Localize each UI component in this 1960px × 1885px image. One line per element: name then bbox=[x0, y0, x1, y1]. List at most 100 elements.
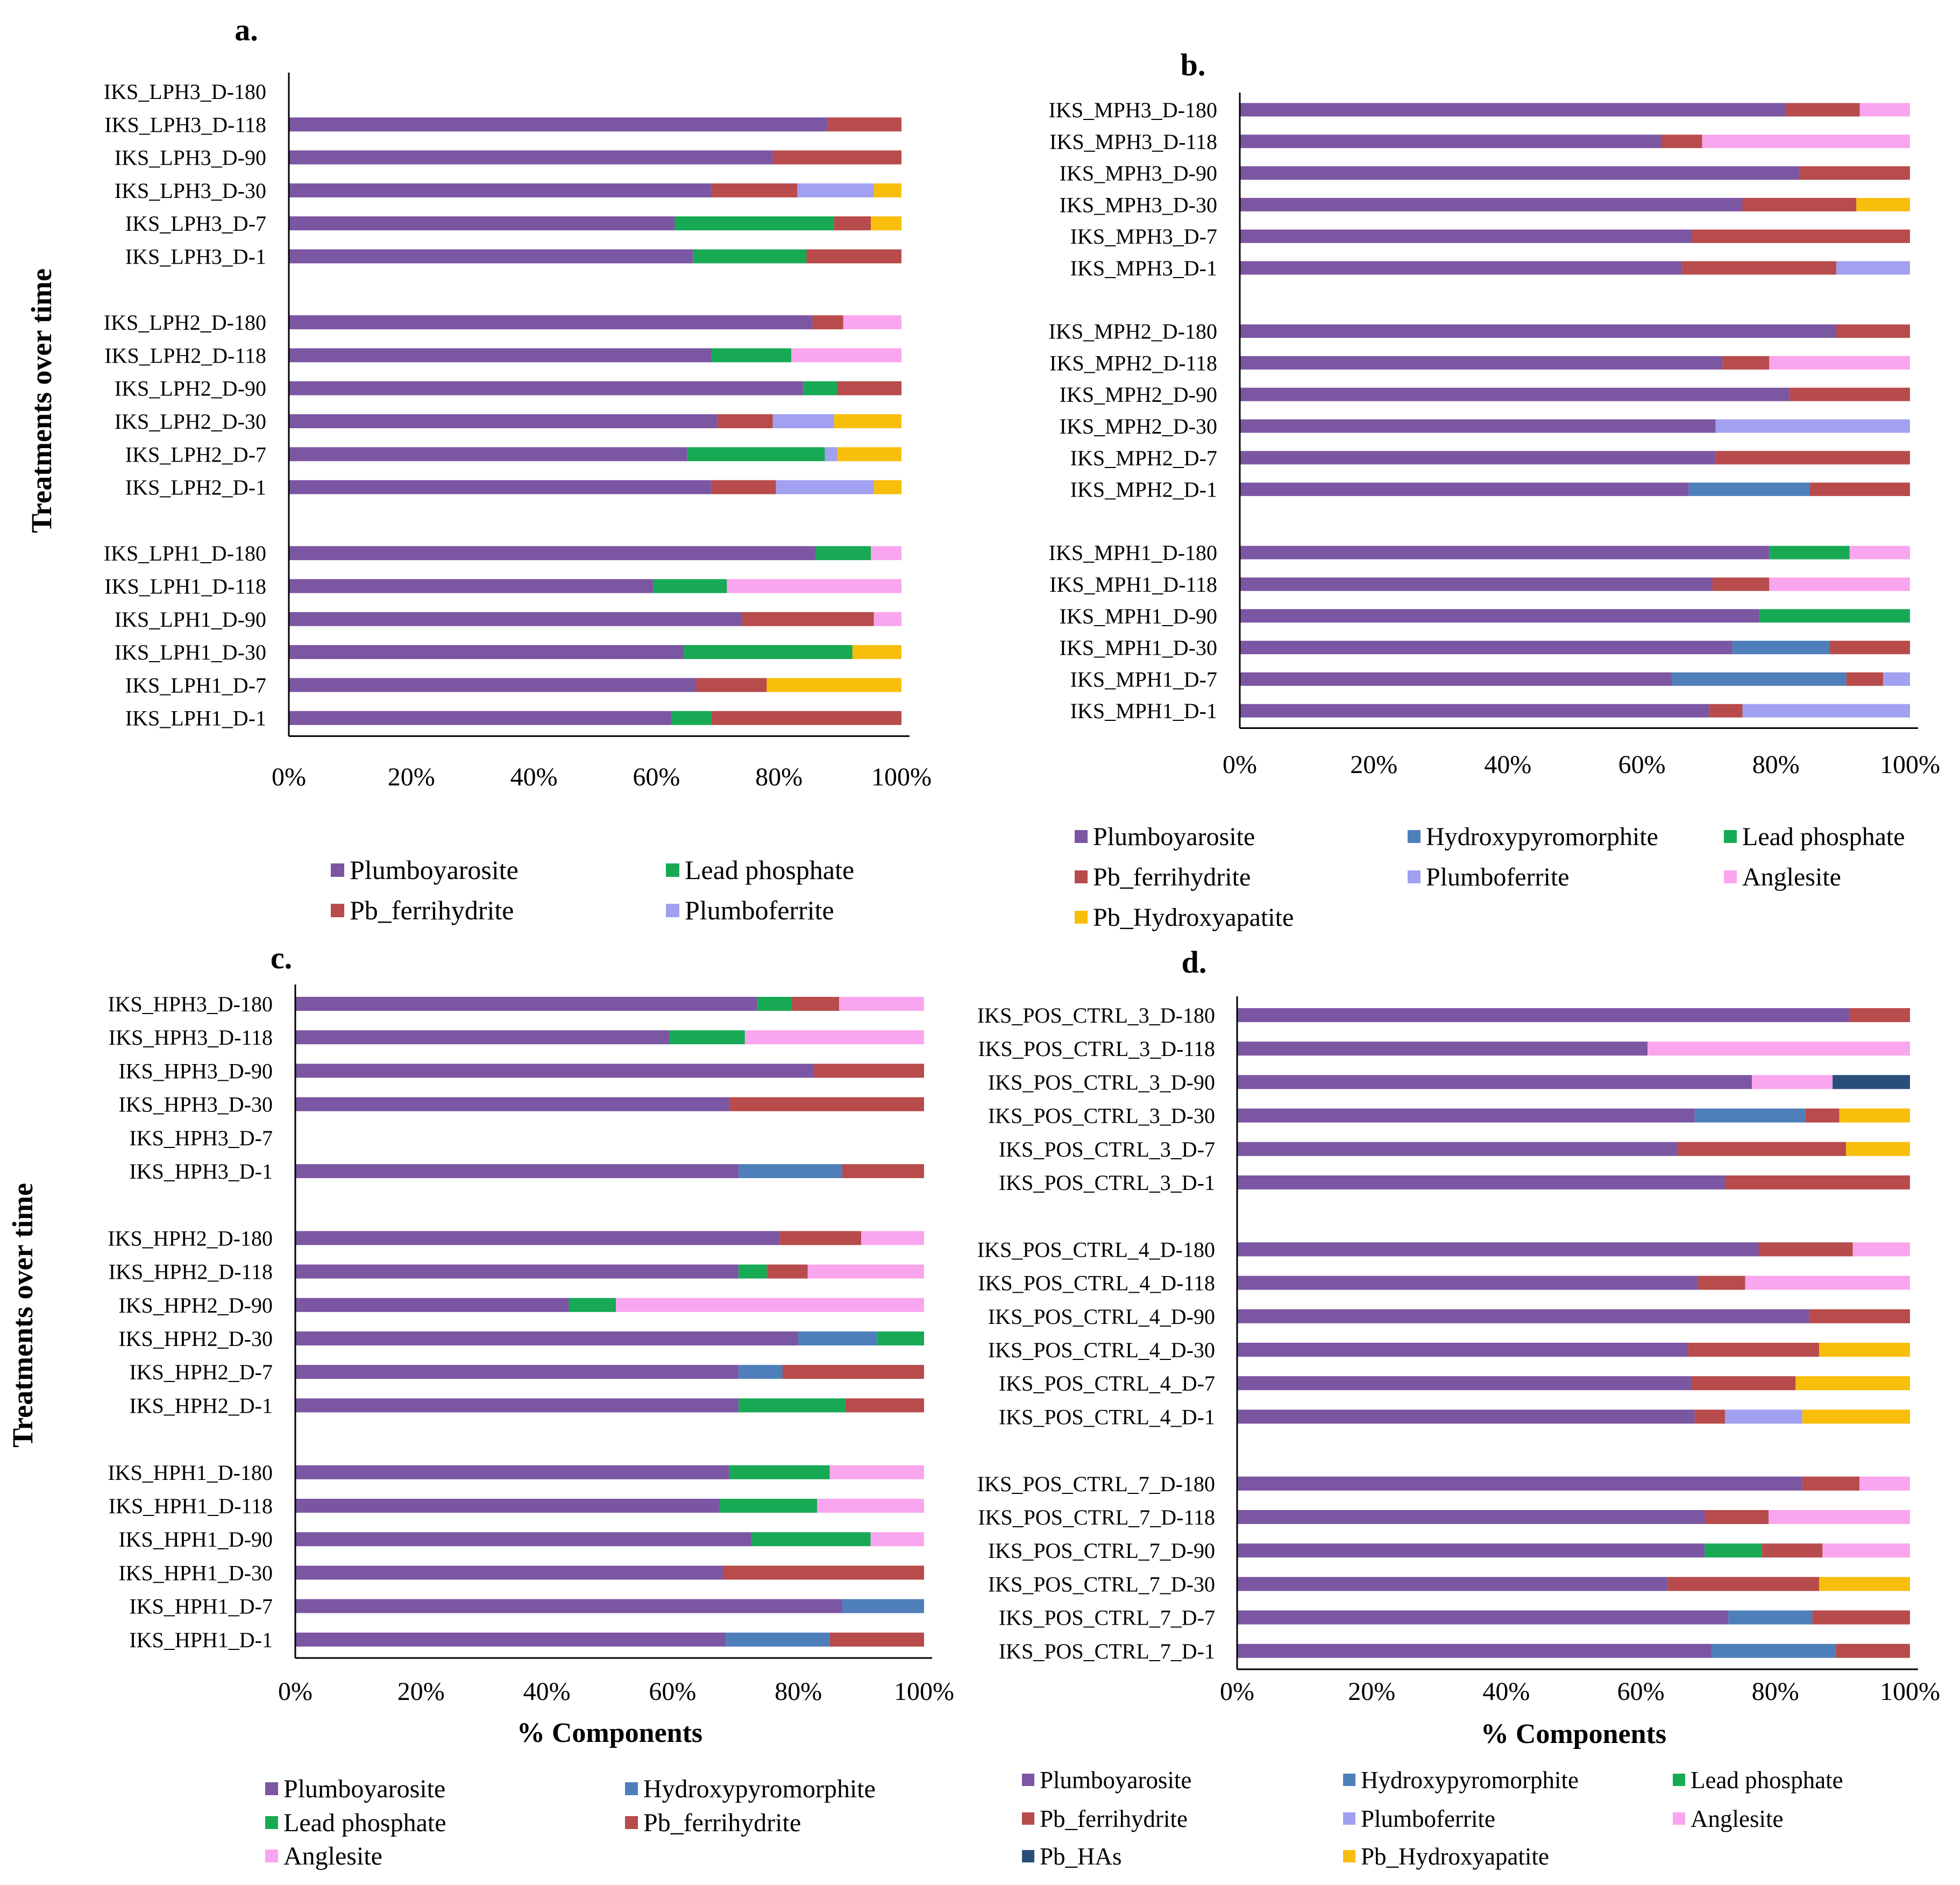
category-label: IKS_POS_CTRL_7_D-90 bbox=[988, 1539, 1215, 1563]
bar-segment-pb-ferrihydrite bbox=[696, 678, 767, 692]
x-tick-label: 20% bbox=[1348, 1677, 1395, 1706]
bar-segment-anglesite bbox=[727, 579, 901, 593]
bar-segment-anglesite bbox=[829, 1465, 924, 1479]
bar-segment-pb-ferrihydrite bbox=[1694, 1409, 1725, 1424]
bar-segment-plumboyarosite bbox=[1237, 1041, 1648, 1056]
category-label: IKS_POS_CTRL_7_D-180 bbox=[977, 1472, 1215, 1496]
bar-segment-plumboyarosite bbox=[295, 997, 758, 1011]
bar-segment-plumboyarosite bbox=[1237, 1075, 1752, 1089]
x-tick-label: 20% bbox=[388, 763, 435, 791]
bar-segment-pb-ferrihydrite bbox=[1799, 166, 1910, 180]
bar-segment-pb-ferrihydrite bbox=[1762, 1543, 1823, 1558]
bar-segment-plumboyarosite bbox=[295, 1298, 569, 1312]
bar-segment-pb-ferrihydrite bbox=[1849, 1008, 1910, 1022]
legend-swatch-pb-ferrihydrite bbox=[625, 1816, 638, 1829]
bar-segment-plumboyarosite bbox=[289, 249, 693, 264]
legend-swatch-pb-ferrihydrite bbox=[331, 904, 344, 917]
x-tick-label: 20% bbox=[397, 1677, 445, 1706]
bar-segment-lead-phosphate bbox=[729, 1465, 830, 1479]
bar-segment-pb-ferrihydrite bbox=[1698, 1275, 1745, 1290]
category-label: IKS_LPH3_D-180 bbox=[104, 80, 266, 104]
legend-label-plumboyarosite: Plumboyarosite bbox=[283, 1775, 445, 1803]
bar-segment-pb-ferrihydrite bbox=[718, 414, 773, 428]
bar-segment-plumboyarosite bbox=[289, 546, 816, 561]
bar-segment-pb-has bbox=[1833, 1075, 1911, 1089]
bar-segment-lead-phosphate bbox=[669, 1030, 745, 1045]
legend-swatch-pb-has bbox=[1022, 1850, 1034, 1862]
category-label: IKS_MPH3_D-118 bbox=[1049, 130, 1217, 154]
bar-segment-plumboyarosite bbox=[1237, 1108, 1695, 1123]
bar-segment-hydroxypyromorphite bbox=[1728, 1610, 1813, 1625]
category-label: IKS_MPH3_D-1 bbox=[1070, 256, 1217, 280]
legend-swatch-lead-phosphate bbox=[666, 863, 679, 877]
category-label: IKS_POS_CTRL_3_D-118 bbox=[978, 1037, 1215, 1061]
panel-title-b: b. bbox=[1181, 47, 1206, 82]
category-label: IKS_POS_CTRL_4_D-30 bbox=[988, 1338, 1215, 1362]
bar-segment-plumboyarosite bbox=[1240, 609, 1759, 623]
bar-segment-pb-hydroxyapatite bbox=[834, 414, 901, 428]
bar-segment-hydroxypyromorphite bbox=[738, 1365, 783, 1379]
category-label: IKS_HPH3_D-180 bbox=[108, 992, 273, 1016]
bar-segment-plumboyarosite bbox=[289, 678, 697, 692]
bar-segment-pb-ferrihydrite bbox=[1688, 1343, 1820, 1357]
legend-label-plumboferrite: Plumboferrite bbox=[1361, 1805, 1495, 1832]
category-label: IKS_LPH3_D-30 bbox=[115, 179, 266, 203]
legend-label-pb-ferrihydrite: Pb_ferrihydrite bbox=[643, 1809, 801, 1837]
bar-segment-pb-ferrihydrite bbox=[792, 997, 840, 1011]
bar-segment-anglesite bbox=[861, 1231, 924, 1245]
category-label: IKS_LPH2_D-90 bbox=[115, 377, 266, 401]
x-axis-title: % Components bbox=[517, 1718, 702, 1748]
category-label: IKS_HPH1_D-180 bbox=[108, 1461, 273, 1485]
legend-label-lead-phosphate: Lead phosphate bbox=[685, 855, 854, 885]
panel-title-c: c. bbox=[271, 940, 292, 975]
bar-segment-pb-ferrihydrite bbox=[779, 1231, 862, 1245]
legend-swatch-hydroxypyromorphite bbox=[1343, 1774, 1355, 1786]
category-label: IKS_HPH3_D-90 bbox=[118, 1059, 273, 1083]
bar-segment-plumboyarosite bbox=[1237, 1309, 1809, 1323]
legend-swatch-lead-phosphate bbox=[265, 1816, 278, 1829]
category-label: IKS_HPH3_D-118 bbox=[109, 1025, 273, 1050]
category-label: IKS_LPH3_D-7 bbox=[125, 211, 266, 236]
bar-segment-plumboyarosite bbox=[295, 1231, 780, 1245]
bar-segment-lead-phosphate bbox=[693, 249, 807, 264]
bar-segment-plumboyarosite bbox=[1240, 261, 1682, 275]
bar-segment-hydroxypyromorphite bbox=[1711, 1643, 1836, 1658]
bar-segment-plumboferrite bbox=[1836, 261, 1910, 275]
bar-segment-anglesite bbox=[1702, 134, 1910, 148]
bar-segment-pb-hydroxyapatite bbox=[871, 216, 901, 231]
category-label: IKS_MPH3_D-180 bbox=[1049, 98, 1217, 122]
bar-segment-anglesite bbox=[874, 612, 901, 626]
bar-segment-lead-phosphate bbox=[720, 1499, 818, 1513]
bar-segment-plumboyarosite bbox=[1237, 1376, 1692, 1391]
bar-segment-plumboyarosite bbox=[1237, 1008, 1850, 1022]
bar-segment-pb-hydroxyapatite bbox=[1839, 1108, 1910, 1123]
bar-segment-plumboyarosite bbox=[295, 1499, 720, 1513]
category-label: IKS_MPH1_D-7 bbox=[1070, 667, 1217, 691]
bar-segment-pb-ferrihydrite bbox=[1712, 577, 1770, 591]
bar-segment-anglesite bbox=[1859, 1476, 1911, 1491]
bar-segment-pb-ferrihydrite bbox=[711, 183, 798, 197]
bar-segment-plumboyarosite bbox=[295, 1030, 670, 1045]
bar-segment-plumboyarosite bbox=[1240, 419, 1716, 433]
bar-segment-lead-phosphate bbox=[671, 711, 712, 725]
category-label: IKS_POS_CTRL_4_D-1 bbox=[999, 1405, 1215, 1429]
bar-segment-plumboyarosite bbox=[1237, 1343, 1688, 1357]
bar-segment-plumboyarosite bbox=[1240, 672, 1672, 686]
category-label: IKS_HPH1_D-90 bbox=[118, 1527, 273, 1551]
category-label: IKS_POS_CTRL_7_D-7 bbox=[999, 1606, 1215, 1630]
bar-segment-pb-hydroxyapatite bbox=[1802, 1409, 1910, 1424]
bar-segment-pb-ferrihydrite bbox=[814, 1064, 924, 1078]
bar-segment-plumboyarosite bbox=[295, 1565, 723, 1580]
bar-segment-pb-ferrihydrite bbox=[766, 1264, 808, 1279]
bar-segment-lead-phosphate bbox=[653, 579, 727, 593]
category-label: IKS_MPH1_D-118 bbox=[1049, 572, 1217, 597]
bar-segment-lead-phosphate bbox=[815, 546, 871, 561]
bar-segment-pb-ferrihydrite bbox=[806, 249, 901, 264]
bar-segment-plumboyarosite bbox=[289, 381, 804, 395]
bar-segment-pb-ferrihydrite bbox=[1742, 197, 1857, 211]
category-label: IKS_HPH2_D-118 bbox=[109, 1260, 273, 1284]
bar-segment-pb-ferrihydrite bbox=[1829, 641, 1910, 655]
category-label: IKS_HPH2_D-180 bbox=[108, 1226, 273, 1250]
bar-segment-plumboyarosite bbox=[1240, 324, 1836, 338]
legend-label-plumboyarosite: Plumboyarosite bbox=[350, 855, 519, 885]
